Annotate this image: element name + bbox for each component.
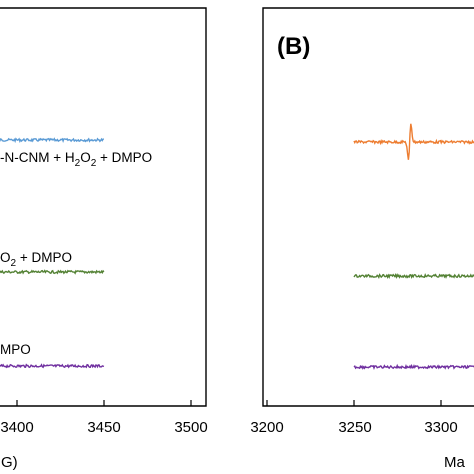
left-tick-label-3400: 3400	[0, 419, 33, 436]
right-tick-label-3250: 3250	[338, 419, 371, 436]
left-x-ticks	[16, 400, 192, 406]
left-x-axis-title: G)	[1, 454, 18, 471]
left-series-group	[0, 137, 105, 369]
right-series-line-1	[353, 123, 474, 160]
left-series-label-3: MPO	[0, 342, 31, 357]
right-panel: (B) 3200 3250 3300 Ma	[250, 7, 474, 471]
left-series-label-2: O2 + DMPO	[0, 250, 72, 269]
left-tick-label-3450: 3450	[87, 419, 120, 436]
right-series-group	[353, 123, 474, 370]
left-series-line-3	[0, 363, 105, 369]
left-series-line-1	[0, 137, 104, 144]
left-series-line-2	[0, 269, 105, 275]
left-panel-frame	[0, 7, 207, 407]
panel-label-b: (B)	[277, 33, 310, 60]
right-tick-label-3200: 3200	[250, 419, 283, 436]
right-panel-frame	[262, 7, 474, 407]
right-series-line-3	[353, 363, 474, 370]
right-series-line-2	[353, 272, 474, 280]
right-tick-label-3300: 3300	[424, 419, 457, 436]
left-tick-label-3500: 3500	[174, 419, 207, 436]
left-panel: 3400 3450 3500 G) -N-CNM + H2O2 + DMPO O…	[0, 7, 208, 471]
right-x-axis-title: Ma	[444, 454, 465, 471]
right-x-ticks	[266, 400, 442, 406]
left-series-label-1: -N-CNM + H2O2 + DMPO	[0, 150, 152, 169]
